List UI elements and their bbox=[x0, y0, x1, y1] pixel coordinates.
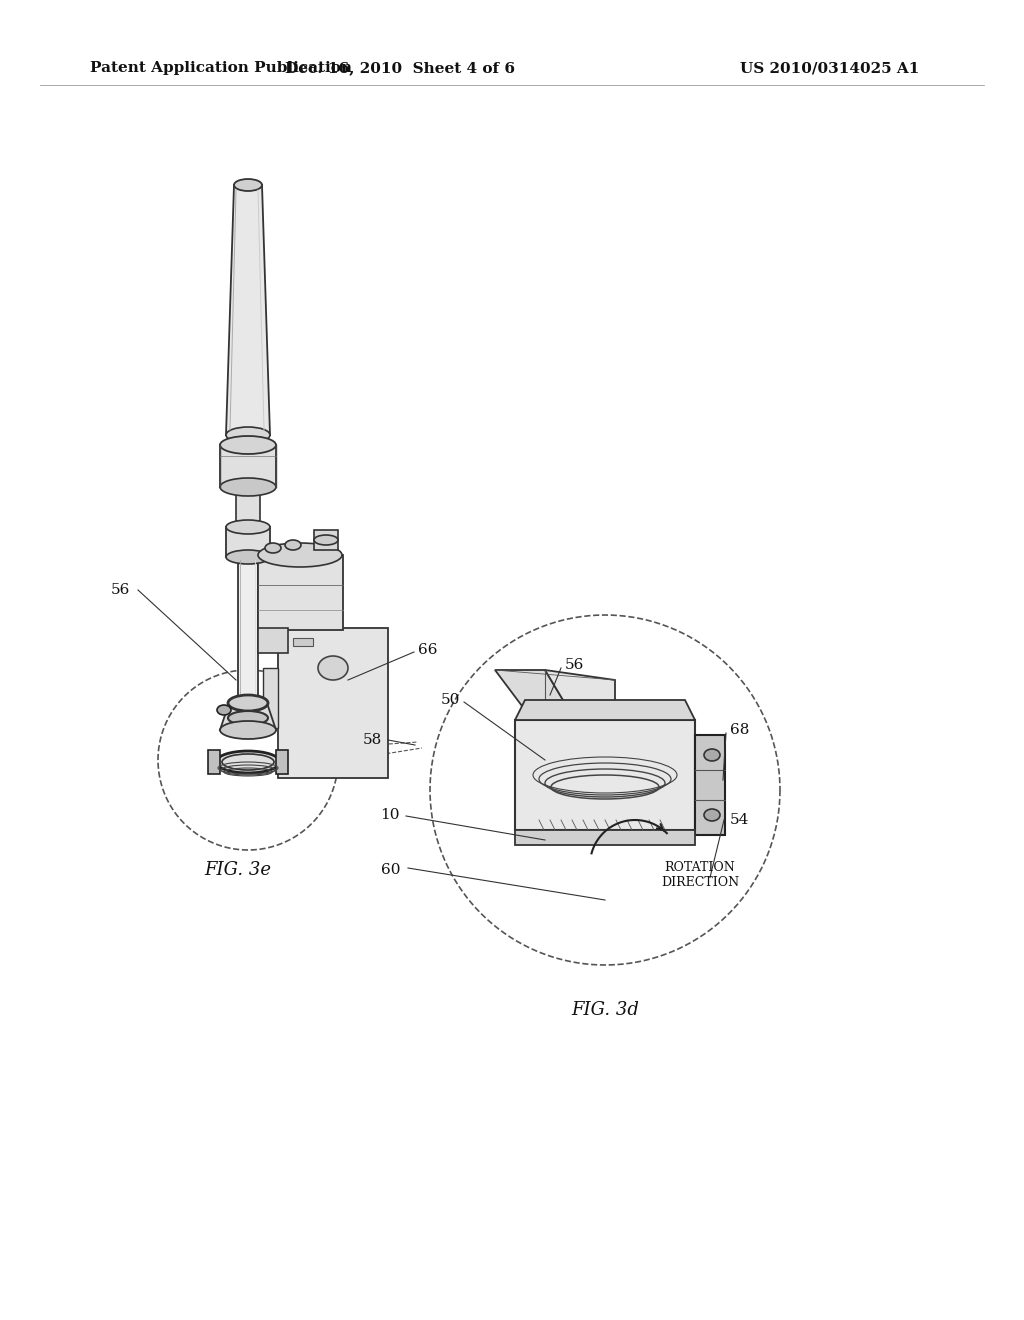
Polygon shape bbox=[220, 700, 276, 730]
Text: Dec. 16, 2010  Sheet 4 of 6: Dec. 16, 2010 Sheet 4 of 6 bbox=[285, 61, 515, 75]
Ellipse shape bbox=[216, 751, 280, 774]
Bar bbox=[515, 719, 695, 830]
Text: 56: 56 bbox=[111, 583, 130, 597]
Text: 56: 56 bbox=[565, 657, 585, 672]
Bar bbox=[226, 527, 270, 557]
Polygon shape bbox=[495, 671, 575, 719]
Text: 60: 60 bbox=[381, 863, 400, 876]
Ellipse shape bbox=[314, 535, 338, 545]
Text: 66: 66 bbox=[418, 643, 437, 657]
Text: 54: 54 bbox=[730, 813, 750, 828]
Ellipse shape bbox=[220, 721, 276, 739]
Bar bbox=[258, 554, 343, 630]
Polygon shape bbox=[226, 185, 270, 436]
Text: ROTATION
DIRECTION: ROTATION DIRECTION bbox=[660, 861, 739, 888]
Bar bbox=[278, 628, 388, 777]
Ellipse shape bbox=[705, 809, 720, 821]
Ellipse shape bbox=[228, 711, 268, 725]
Text: 50: 50 bbox=[440, 693, 460, 708]
Bar bbox=[236, 487, 260, 527]
Polygon shape bbox=[545, 671, 615, 719]
Ellipse shape bbox=[258, 543, 342, 568]
Text: 10: 10 bbox=[381, 808, 400, 822]
Bar bbox=[314, 531, 338, 550]
Text: FIG. 3d: FIG. 3d bbox=[571, 1001, 639, 1019]
Ellipse shape bbox=[228, 696, 268, 711]
Polygon shape bbox=[515, 700, 695, 719]
Ellipse shape bbox=[318, 656, 348, 680]
Ellipse shape bbox=[226, 426, 270, 444]
Text: 68: 68 bbox=[730, 723, 750, 737]
Ellipse shape bbox=[234, 180, 262, 191]
Ellipse shape bbox=[222, 754, 274, 770]
Bar bbox=[263, 668, 278, 729]
Ellipse shape bbox=[265, 543, 281, 553]
Bar bbox=[293, 638, 313, 645]
Ellipse shape bbox=[705, 748, 720, 762]
Text: 58: 58 bbox=[362, 733, 382, 747]
Ellipse shape bbox=[220, 436, 276, 454]
Bar bbox=[208, 750, 220, 774]
Text: FIG. 3e: FIG. 3e bbox=[205, 861, 271, 879]
Ellipse shape bbox=[285, 540, 301, 550]
Bar bbox=[258, 628, 288, 653]
Polygon shape bbox=[515, 830, 695, 845]
Bar bbox=[695, 735, 725, 836]
Ellipse shape bbox=[220, 478, 276, 496]
Ellipse shape bbox=[217, 705, 231, 715]
Ellipse shape bbox=[226, 550, 270, 564]
Bar bbox=[238, 557, 258, 702]
Bar bbox=[220, 445, 276, 487]
Ellipse shape bbox=[226, 520, 270, 535]
Text: US 2010/0314025 A1: US 2010/0314025 A1 bbox=[740, 61, 920, 75]
Text: Patent Application Publication: Patent Application Publication bbox=[90, 61, 352, 75]
Bar bbox=[276, 750, 288, 774]
